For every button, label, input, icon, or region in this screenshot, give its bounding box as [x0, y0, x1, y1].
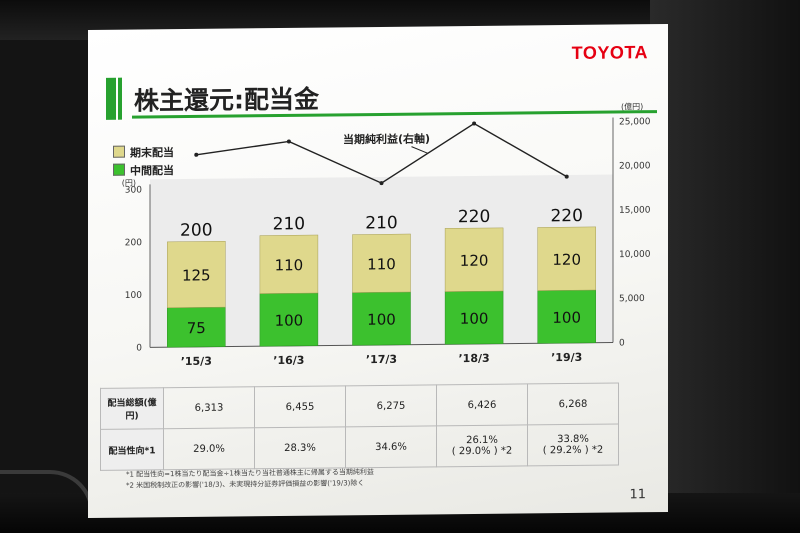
table-row-payout: 配当性向*1 29.0% 28.3% 34.6% 26.1%( 29.0% ) …: [100, 423, 619, 471]
net-income-point: [286, 139, 291, 144]
bar-final: [352, 233, 411, 293]
bar-final: [259, 234, 319, 294]
data-label-total: 220: [458, 207, 490, 227]
dividend-chart: 0 100 200 300 0 5,000 10,000 15,000 20,000 25,000…: [122, 101, 651, 368]
row-header-payout: 配当性向*1: [100, 428, 164, 471]
tick-label-left: 100: [125, 291, 142, 301]
net-income-label: 当期純利益(右軸): [343, 131, 430, 146]
tick-label-left: 300: [125, 185, 142, 195]
projected-slide: TOYOTA 株主還元:配当金 期末配当 中間配当 0 100 200 300 0 5,0…: [88, 23, 668, 519]
x-tick-label: ’17/3: [366, 353, 397, 366]
cell-value: 29.0%: [193, 443, 225, 455]
table-cell: 6,268: [527, 382, 619, 425]
cell-note: ( 29.2% ) *2: [542, 444, 604, 457]
net-income-leader: [411, 146, 428, 154]
cell-note: ( 29.0% ) *2: [451, 445, 513, 458]
data-label-interim: 75: [187, 319, 206, 337]
page-number: 11: [629, 487, 646, 503]
axis-unit-left: (円): [122, 179, 136, 188]
tick-label-right: 10,000: [619, 250, 651, 260]
data-label-total: 210: [273, 214, 305, 234]
row-header-total: 配当総額(億円): [100, 387, 164, 430]
data-label-total: 220: [550, 206, 582, 226]
axis-unit-right: (億円): [621, 101, 643, 111]
table-cell: 29.0%: [163, 427, 255, 470]
room-wall-right: [650, 0, 800, 533]
x-tick-label: ’18/3: [459, 352, 490, 365]
data-label-interim: 100: [460, 310, 489, 328]
table-cell: 6,455: [254, 385, 346, 428]
cell-value: 28.3%: [284, 442, 316, 454]
bar-final: [444, 227, 504, 292]
table-row-total: 配当総額(億円) 6,313 6,455 6,275 6,426 6,268: [100, 382, 619, 430]
data-label-final: 125: [182, 266, 211, 284]
data-label-total: 210: [365, 213, 397, 233]
data-label-final: 110: [367, 255, 396, 273]
data-label-interim: 100: [552, 309, 581, 327]
bar-final: [167, 241, 226, 308]
data-label-final: 120: [460, 252, 489, 270]
table-cell: 28.3%: [254, 426, 346, 469]
cell-value: 34.6%: [375, 441, 407, 453]
net-income-point: [472, 121, 477, 126]
data-label-interim: 100: [275, 311, 304, 329]
table-cell: 6,275: [345, 384, 437, 427]
table-cell: 26.1%( 29.0% ) *2: [436, 424, 528, 467]
table-cell: 6,313: [163, 386, 255, 429]
net-income-point: [194, 152, 199, 157]
table-cell: 34.6%: [345, 425, 437, 468]
tick-label-right: 25,000: [619, 117, 651, 127]
x-tick-label: ’19/3: [551, 351, 582, 364]
bar-final: [537, 226, 596, 291]
tick-label-right: 5,000: [619, 294, 645, 304]
table-cell: 33.8%( 29.2% ) *2: [527, 423, 619, 466]
tick-label-left: 0: [136, 343, 142, 353]
cable: [0, 470, 94, 514]
tick-label-right: 15,000: [619, 206, 651, 216]
footnote-2: *2 米国税制改正の影響('18/3)、未実現持分証券評価損益の影響('19/3…: [126, 479, 365, 490]
net-income-point: [379, 181, 384, 186]
x-tick-label: ’16/3: [273, 354, 304, 367]
tick-label-right: 0: [619, 338, 625, 348]
x-tick-label: ’15/3: [181, 355, 212, 368]
net-income-point: [564, 174, 569, 179]
dividend-table: 配当総額(億円) 6,313 6,455 6,275 6,426 6,268 配…: [100, 382, 619, 471]
data-label-final: 110: [275, 256, 304, 274]
footnotes: *1 配当性向=1株当たり配当金÷1株当たり当社普通株主に帰属する当期純利益 *…: [126, 467, 374, 492]
data-label-interim: 100: [367, 310, 396, 328]
tick-label-left: 200: [125, 238, 142, 248]
tick-label-right: 20,000: [619, 161, 651, 171]
table-cell: 6,426: [436, 383, 528, 426]
data-label-total: 200: [180, 220, 212, 240]
data-label-final: 120: [552, 251, 581, 269]
